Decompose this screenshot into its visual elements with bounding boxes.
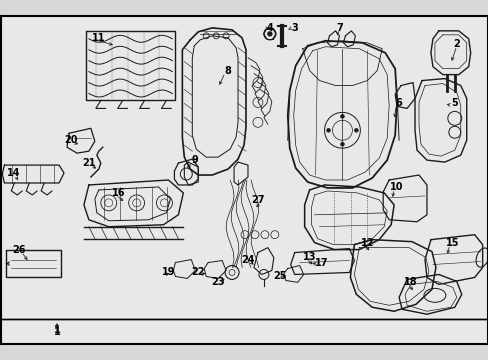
Text: 5: 5: [450, 98, 457, 108]
Text: 9: 9: [191, 155, 198, 165]
Circle shape: [267, 32, 271, 36]
Text: 27: 27: [251, 195, 264, 205]
Circle shape: [326, 128, 330, 132]
Text: 1: 1: [54, 327, 61, 337]
Text: 14: 14: [6, 168, 20, 178]
Text: 22: 22: [191, 267, 204, 278]
Circle shape: [354, 128, 358, 132]
Text: 21: 21: [82, 158, 96, 168]
Text: 23: 23: [211, 278, 224, 287]
Text: 16: 16: [112, 188, 125, 198]
Text: 4: 4: [266, 23, 273, 33]
Text: 17: 17: [314, 257, 327, 267]
Text: 1: 1: [54, 325, 61, 335]
Text: 24: 24: [241, 255, 254, 265]
Text: 26: 26: [13, 244, 26, 255]
Text: 10: 10: [389, 182, 403, 192]
Text: 3: 3: [291, 23, 298, 33]
Text: 7: 7: [335, 23, 342, 33]
Text: 12: 12: [360, 238, 373, 248]
Text: 13: 13: [302, 252, 316, 262]
Circle shape: [340, 114, 344, 118]
Text: 20: 20: [64, 135, 78, 145]
Text: 25: 25: [272, 271, 286, 282]
Text: 6: 6: [395, 98, 402, 108]
Circle shape: [340, 142, 344, 146]
Text: 19: 19: [162, 267, 175, 278]
Text: 2: 2: [452, 39, 459, 49]
Text: 15: 15: [445, 238, 459, 248]
Text: 11: 11: [92, 33, 105, 43]
Text: 18: 18: [404, 278, 417, 287]
Text: 8: 8: [224, 66, 231, 76]
